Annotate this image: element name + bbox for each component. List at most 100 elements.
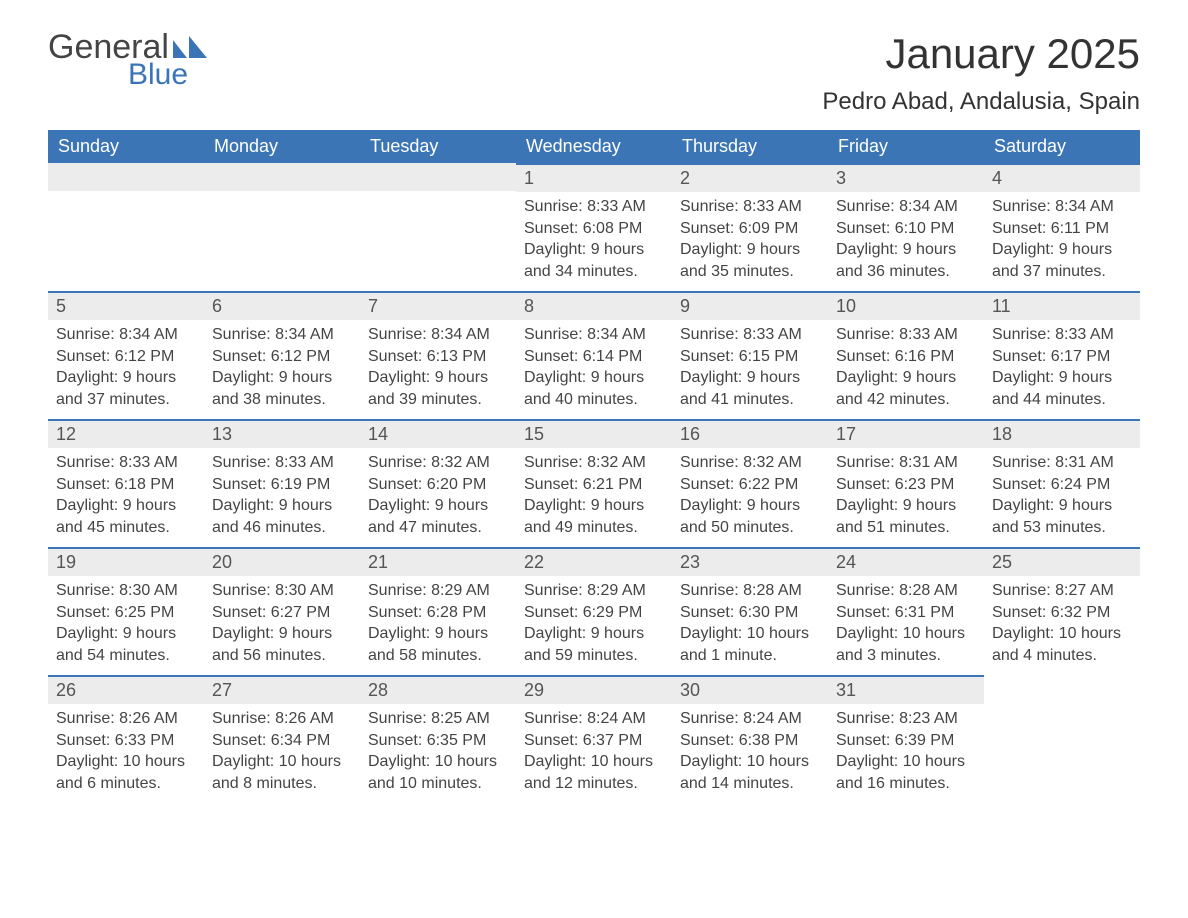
daylight-line: Daylight: 9 hours and 41 minutes. xyxy=(680,367,820,410)
calendar-day-empty xyxy=(360,163,516,291)
day-number: 22 xyxy=(516,547,672,576)
calendar-day: 11Sunrise: 8:33 AMSunset: 6:17 PMDayligh… xyxy=(984,291,1140,419)
calendar-day: 20Sunrise: 8:30 AMSunset: 6:27 PMDayligh… xyxy=(204,547,360,675)
calendar-day: 24Sunrise: 8:28 AMSunset: 6:31 PMDayligh… xyxy=(828,547,984,675)
day-number: 23 xyxy=(672,547,828,576)
day-number: 6 xyxy=(204,291,360,320)
day-number: 4 xyxy=(984,163,1140,192)
calendar-day: 18Sunrise: 8:31 AMSunset: 6:24 PMDayligh… xyxy=(984,419,1140,547)
day-number: 3 xyxy=(828,163,984,192)
sunset-line: Sunset: 6:11 PM xyxy=(992,218,1132,240)
day-header: Tuesday xyxy=(360,130,516,163)
day-number: 29 xyxy=(516,675,672,704)
sunset-line: Sunset: 6:28 PM xyxy=(368,602,508,624)
calendar-week: 5Sunrise: 8:34 AMSunset: 6:12 PMDaylight… xyxy=(48,291,1140,419)
day-number: 13 xyxy=(204,419,360,448)
sunset-line: Sunset: 6:32 PM xyxy=(992,602,1132,624)
day-number: 25 xyxy=(984,547,1140,576)
day-details: Sunrise: 8:26 AMSunset: 6:34 PMDaylight:… xyxy=(204,704,360,800)
sunrise-line: Sunrise: 8:26 AM xyxy=(56,708,196,730)
day-number: 10 xyxy=(828,291,984,320)
sunrise-line: Sunrise: 8:33 AM xyxy=(524,196,664,218)
daylight-line: Daylight: 9 hours and 39 minutes. xyxy=(368,367,508,410)
daylight-line: Daylight: 9 hours and 56 minutes. xyxy=(212,623,352,666)
calendar-day: 12Sunrise: 8:33 AMSunset: 6:18 PMDayligh… xyxy=(48,419,204,547)
sunrise-line: Sunrise: 8:27 AM xyxy=(992,580,1132,602)
sunrise-line: Sunrise: 8:25 AM xyxy=(368,708,508,730)
daylight-line: Daylight: 10 hours and 16 minutes. xyxy=(836,751,976,794)
day-number: 9 xyxy=(672,291,828,320)
daylight-line: Daylight: 9 hours and 37 minutes. xyxy=(56,367,196,410)
day-details: Sunrise: 8:33 AMSunset: 6:18 PMDaylight:… xyxy=(48,448,204,544)
day-details: Sunrise: 8:33 AMSunset: 6:16 PMDaylight:… xyxy=(828,320,984,416)
calendar-day: 1Sunrise: 8:33 AMSunset: 6:08 PMDaylight… xyxy=(516,163,672,291)
day-details: Sunrise: 8:33 AMSunset: 6:17 PMDaylight:… xyxy=(984,320,1140,416)
sunset-line: Sunset: 6:16 PM xyxy=(836,346,976,368)
daylight-line: Daylight: 10 hours and 8 minutes. xyxy=(212,751,352,794)
sunset-line: Sunset: 6:12 PM xyxy=(56,346,196,368)
daylight-line: Daylight: 9 hours and 44 minutes. xyxy=(992,367,1132,410)
sunset-line: Sunset: 6:10 PM xyxy=(836,218,976,240)
sunset-line: Sunset: 6:29 PM xyxy=(524,602,664,624)
day-header: Sunday xyxy=(48,130,204,163)
sunrise-line: Sunrise: 8:24 AM xyxy=(680,708,820,730)
sunset-line: Sunset: 6:31 PM xyxy=(836,602,976,624)
calendar-day: 17Sunrise: 8:31 AMSunset: 6:23 PMDayligh… xyxy=(828,419,984,547)
calendar-body: 1Sunrise: 8:33 AMSunset: 6:08 PMDaylight… xyxy=(48,163,1140,803)
day-details: Sunrise: 8:32 AMSunset: 6:20 PMDaylight:… xyxy=(360,448,516,544)
day-details: Sunrise: 8:33 AMSunset: 6:08 PMDaylight:… xyxy=(516,192,672,288)
sunrise-line: Sunrise: 8:34 AM xyxy=(992,196,1132,218)
sunset-line: Sunset: 6:17 PM xyxy=(992,346,1132,368)
sunrise-line: Sunrise: 8:23 AM xyxy=(836,708,976,730)
calendar-day: 26Sunrise: 8:26 AMSunset: 6:33 PMDayligh… xyxy=(48,675,204,803)
sunrise-line: Sunrise: 8:34 AM xyxy=(836,196,976,218)
day-number: 7 xyxy=(360,291,516,320)
day-details: Sunrise: 8:31 AMSunset: 6:24 PMDaylight:… xyxy=(984,448,1140,544)
day-number: 2 xyxy=(672,163,828,192)
day-header: Thursday xyxy=(672,130,828,163)
sunrise-line: Sunrise: 8:30 AM xyxy=(212,580,352,602)
sunset-line: Sunset: 6:23 PM xyxy=(836,474,976,496)
sunrise-line: Sunrise: 8:34 AM xyxy=(524,324,664,346)
calendar-day: 15Sunrise: 8:32 AMSunset: 6:21 PMDayligh… xyxy=(516,419,672,547)
daylight-line: Daylight: 9 hours and 35 minutes. xyxy=(680,239,820,282)
sunrise-line: Sunrise: 8:32 AM xyxy=(524,452,664,474)
sunset-line: Sunset: 6:14 PM xyxy=(524,346,664,368)
sunset-line: Sunset: 6:12 PM xyxy=(212,346,352,368)
sunrise-line: Sunrise: 8:32 AM xyxy=(368,452,508,474)
sunrise-line: Sunrise: 8:34 AM xyxy=(368,324,508,346)
daylight-line: Daylight: 10 hours and 10 minutes. xyxy=(368,751,508,794)
sunrise-line: Sunrise: 8:33 AM xyxy=(992,324,1132,346)
day-details: Sunrise: 8:30 AMSunset: 6:27 PMDaylight:… xyxy=(204,576,360,672)
calendar-day: 31 Sunrise: 8:23 AMSunset: 6:39 PMDayligh… xyxy=(828,675,984,803)
calendar-day: 10Sunrise: 8:33 AMSunset: 6:16 PMDayligh… xyxy=(828,291,984,419)
day-details: Sunrise: 8:34 AMSunset: 6:10 PMDaylight:… xyxy=(828,192,984,288)
calendar-day: 21Sunrise: 8:29 AMSunset: 6:28 PMDayligh… xyxy=(360,547,516,675)
day-number: 11 xyxy=(984,291,1140,320)
sunset-line: Sunset: 6:18 PM xyxy=(56,474,196,496)
sunset-line: Sunset: 6:34 PM xyxy=(212,730,352,752)
sunset-line: Sunset: 6:30 PM xyxy=(680,602,820,624)
sunset-line: Sunset: 6:39 PM xyxy=(836,730,976,752)
sunrise-line: Sunrise: 8:34 AM xyxy=(212,324,352,346)
sunset-line: Sunset: 6:15 PM xyxy=(680,346,820,368)
day-details: Sunrise: 8:32 AMSunset: 6:21 PMDaylight:… xyxy=(516,448,672,544)
day-header-row: SundayMondayTuesdayWednesdayThursdayFrid… xyxy=(48,130,1140,163)
sunrise-line: Sunrise: 8:33 AM xyxy=(680,196,820,218)
day-details: Sunrise: 8:25 AMSunset: 6:35 PMDaylight:… xyxy=(360,704,516,800)
empty-day-bar xyxy=(360,163,516,191)
daylight-line: Daylight: 9 hours and 36 minutes. xyxy=(836,239,976,282)
daylight-line: Daylight: 9 hours and 50 minutes. xyxy=(680,495,820,538)
day-details: Sunrise: 8:33 AMSunset: 6:15 PMDaylight:… xyxy=(672,320,828,416)
sunrise-line: Sunrise: 8:33 AM xyxy=(836,324,976,346)
daylight-line: Daylight: 9 hours and 37 minutes. xyxy=(992,239,1132,282)
sunset-line: Sunset: 6:24 PM xyxy=(992,474,1132,496)
calendar-week: 1Sunrise: 8:33 AMSunset: 6:08 PMDaylight… xyxy=(48,163,1140,291)
daylight-line: Daylight: 10 hours and 3 minutes. xyxy=(836,623,976,666)
day-number: 20 xyxy=(204,547,360,576)
day-number: 31 xyxy=(828,675,984,704)
day-number: 8 xyxy=(516,291,672,320)
sunrise-line: Sunrise: 8:33 AM xyxy=(212,452,352,474)
sunset-line: Sunset: 6:21 PM xyxy=(524,474,664,496)
day-number: 26 xyxy=(48,675,204,704)
